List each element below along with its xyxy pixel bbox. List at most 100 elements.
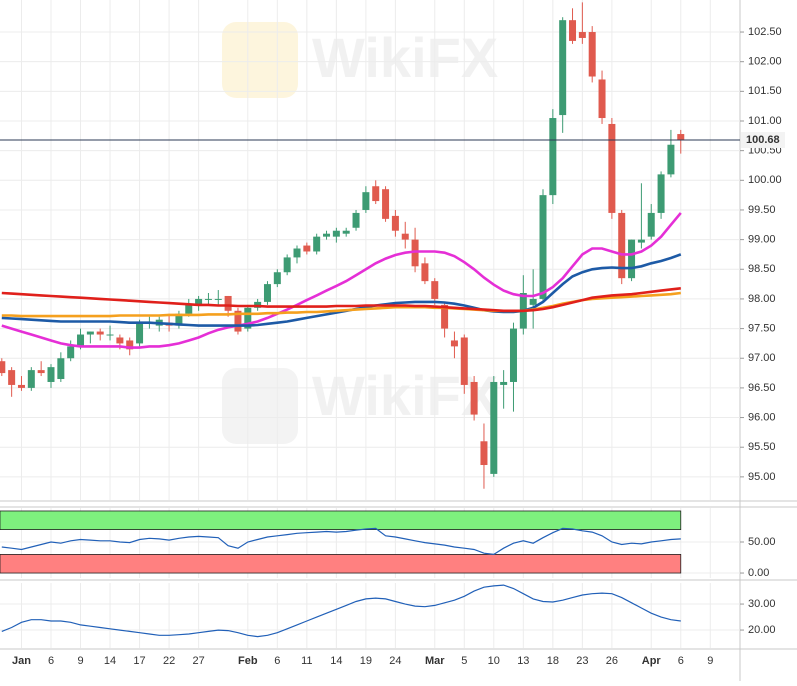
candle-body [500,381,508,385]
candle-body [549,118,557,196]
candle-body [8,370,16,385]
candle-body [96,331,104,335]
y-tick-label: 102.00 [748,56,782,68]
candle-body [86,331,94,335]
x-tick-label: 22 [163,655,175,667]
candle-body [175,313,183,326]
last-price-label: 100.68 [746,134,780,146]
x-tick-label: Apr [642,655,662,667]
candle-body [313,236,321,252]
y-tick-label: 30.00 [748,598,776,610]
candle-body [657,174,665,213]
x-tick-label: 13 [517,655,529,667]
candle-body [480,441,488,466]
candle-body [608,123,616,213]
candle-body [47,367,55,382]
candle-body [431,281,439,299]
y-tick-label: 95.50 [748,441,776,453]
x-tick-label: 19 [360,655,372,667]
y-tick-label: 0.00 [748,567,769,579]
candle-body [647,212,655,237]
candle-body [411,239,419,267]
candle-body [450,340,458,347]
y-tick-label: 98.00 [748,293,776,305]
candle-body [77,334,85,347]
y-tick-label: 96.00 [748,411,776,423]
x-tick-label: 6 [48,655,54,667]
x-tick-label: 26 [606,655,618,667]
candle-body [214,298,222,300]
indicator-line [1,287,681,313]
y-tick-label: 95.00 [748,471,776,483]
last-price-box [741,131,785,148]
x-tick-label: 5 [461,655,467,667]
candle-body [37,370,45,374]
x-tick-label: 6 [274,655,280,667]
indicator-line [1,527,681,556]
x-tick-label: 24 [389,655,401,667]
x-tick-label: Mar [425,655,445,667]
y-tick-label: 100.00 [748,174,782,186]
candle-body [323,233,331,237]
rsi-band [0,554,682,574]
candle-body [204,298,212,300]
watermark-logo [222,22,298,98]
candle-body [382,189,390,219]
x-tick-label: 9 [77,655,83,667]
y-tick-label: 102.50 [748,26,782,38]
candle-body [116,337,124,344]
x-tick-label: 18 [547,655,559,667]
candle-body [224,295,232,311]
x-tick-label: 6 [678,655,684,667]
watermark-bottom: WikiFX [222,364,498,444]
watermark-logo [222,368,298,444]
watermark-top: WikiFX [222,22,498,98]
candle-body [539,195,547,299]
x-tick-label: 10 [488,655,500,667]
candle-body [441,304,449,329]
x-tick-label: 9 [707,655,713,667]
candle-body [244,307,252,329]
y-tick-label: 99.50 [748,204,776,216]
x-tick-label: 14 [330,655,342,667]
labels-layer: Jan 6 9 14 17 22 27 Feb 6 11 14 19 24 Mar 5 10 13 18 23 26 A… [12,26,785,667]
candle-body [677,134,685,140]
y-tick-label: 97.00 [748,352,776,364]
candle-body [421,263,429,282]
candle-body [303,245,311,252]
rsi-band [0,510,682,530]
candle-body [529,298,537,305]
candle-body [263,284,271,302]
y-tick-label: 98.50 [748,263,776,275]
candle-body [234,310,242,332]
x-tick-label: 27 [192,655,204,667]
indicator-line [1,584,681,638]
candle-body [372,186,380,202]
candle-body [0,361,6,374]
y-tick-label: 101.50 [748,85,782,97]
candle-body [598,79,606,119]
candle-body [618,212,626,279]
candle-body [460,337,468,385]
y-tick-label: 99.00 [748,234,776,246]
candle-body [283,257,291,273]
candle-body [628,239,636,279]
candle-body [391,215,399,231]
candle-body [559,20,567,116]
x-tick-label: Jan [12,655,31,667]
candle-body [401,233,409,240]
candle-body [470,381,478,415]
candle-body [362,192,370,210]
candle-body [637,239,645,243]
bands-layer [0,510,682,574]
x-tick-label: 14 [104,655,116,667]
candle-body [578,32,586,38]
x-tick-label: 23 [576,655,588,667]
watermark-text: WikiFX [312,26,498,89]
marks-layer [0,2,740,638]
candle-body [27,370,35,388]
candle-body [136,322,144,344]
candle-body [490,381,498,474]
